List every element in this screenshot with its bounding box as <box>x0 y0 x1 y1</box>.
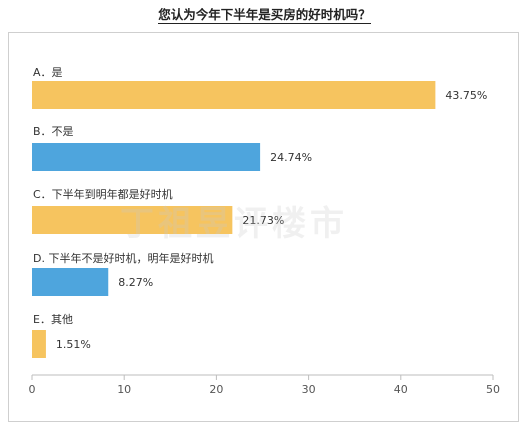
x-tick-label: 50 <box>486 383 500 396</box>
bar <box>32 143 261 171</box>
value-label: 8.27% <box>118 276 153 289</box>
x-tick-label: 10 <box>117 383 131 396</box>
x-tick-label: 0 <box>29 383 36 396</box>
value-label: 21.73% <box>242 214 284 227</box>
category-label: C．下半年到明年都是好时机 <box>33 187 173 201</box>
bar <box>32 268 109 296</box>
x-tick-label: 40 <box>394 383 408 396</box>
bar <box>32 81 436 109</box>
bar <box>32 206 233 234</box>
value-label: 43.75% <box>445 89 487 102</box>
chart-title: 您认为今年下半年是买房的好时机吗？ <box>158 7 371 24</box>
x-tick-label: 30 <box>302 383 316 396</box>
bar <box>32 330 46 358</box>
category-label: D. 下半年不是好时机，明年是好时机 <box>33 251 213 265</box>
x-tick-label: 20 <box>209 383 223 396</box>
category-label: E．其他 <box>33 313 73 326</box>
value-label: 24.74% <box>270 151 312 164</box>
category-label: A．是 <box>33 66 63 79</box>
category-label: B．不是 <box>33 125 74 138</box>
value-label: 1.51% <box>56 338 91 351</box>
chart-frame <box>8 32 519 422</box>
